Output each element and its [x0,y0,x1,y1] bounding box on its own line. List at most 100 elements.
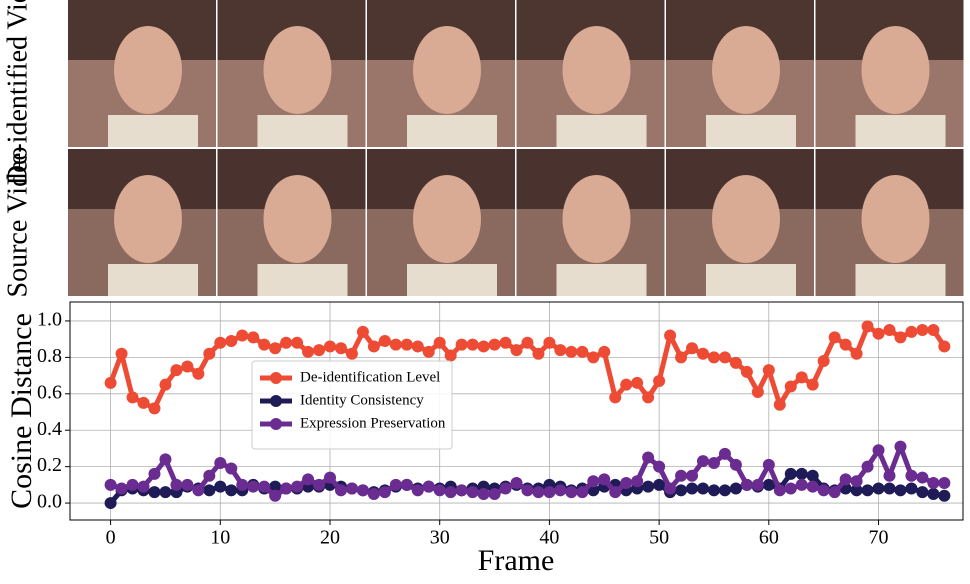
x-tick-label: 40 [539,527,559,549]
data-point [751,478,764,491]
data-point [817,484,830,497]
data-point [389,478,402,491]
data-point [455,338,468,351]
data-point [839,473,852,486]
data-point [291,336,304,349]
data-point [729,482,742,495]
legend-label: Expression Preservation [300,415,446,431]
data-point [192,367,205,380]
data-point [269,489,282,502]
data-point [894,331,907,344]
face [114,26,182,114]
data-point [718,484,731,497]
collar [556,115,647,147]
data-point [795,371,808,384]
face [861,26,930,114]
data-point [773,398,786,411]
data-point [477,340,490,353]
data-point [455,484,468,497]
data-point [565,345,578,358]
data-point [927,477,940,490]
data-point [609,391,622,404]
data-point [313,344,326,357]
data-point [861,460,874,473]
x-axis-label: Frame [478,544,555,577]
data-point [521,484,534,497]
photo-grid [68,0,964,296]
x-tick-label: 60 [759,527,779,549]
data-point [883,482,896,495]
data-point [839,338,852,351]
data-point [521,336,534,349]
data-point [148,467,161,480]
legend-label: De-identification Level [300,369,440,385]
row-label: Source Video [2,147,33,298]
data-point [170,364,183,377]
data-point [784,482,797,495]
collar [407,115,497,147]
data-point [214,336,227,349]
data-point [422,345,435,358]
data-point [532,347,545,360]
data-point [916,486,929,499]
data-point [740,365,753,378]
data-point [159,453,172,466]
data-point [828,486,841,499]
data-point [181,360,194,373]
data-point [565,486,578,499]
data-point [927,324,940,337]
data-point [137,396,150,409]
data-point [938,477,951,490]
data-point [126,478,139,491]
data-point [729,458,742,471]
data-point [532,486,545,499]
data-point [696,482,709,495]
x-tick-label: 20 [320,527,340,549]
data-point [214,456,227,469]
data-point [883,469,896,482]
data-point [850,484,863,497]
data-point [762,478,775,491]
data-point [850,347,863,360]
x-tick-label: 50 [649,527,669,549]
data-point [707,351,720,364]
face [413,26,481,114]
data-point [225,484,238,497]
data-point [850,475,863,488]
data-point [225,334,238,347]
data-point [126,391,139,404]
data-point [389,338,402,351]
data-point [345,482,358,495]
collar [706,264,796,296]
data-point [883,324,896,337]
data-point [740,478,753,491]
data-point [400,338,413,351]
data-point [247,331,260,344]
data-point [499,336,512,349]
data-point [872,444,885,457]
data-point [499,482,512,495]
data-point [203,484,216,497]
collar [108,115,198,147]
collar [257,264,348,296]
face [114,175,182,263]
data-point [686,342,699,355]
face [712,26,780,114]
data-point [675,351,688,364]
data-point [675,469,688,482]
face [712,175,780,263]
data-point [751,385,764,398]
data-point [269,480,282,493]
data-point [642,391,655,404]
data-point [872,327,885,340]
y-tick-label: 0.8 [37,345,62,367]
data-point [433,336,446,349]
data-point [696,455,709,468]
data-point [510,477,523,490]
data-point [433,484,446,497]
data-point [642,451,655,464]
legend-box [251,360,453,450]
data-point [784,467,797,480]
legend-label: Identity Consistency [300,392,424,408]
